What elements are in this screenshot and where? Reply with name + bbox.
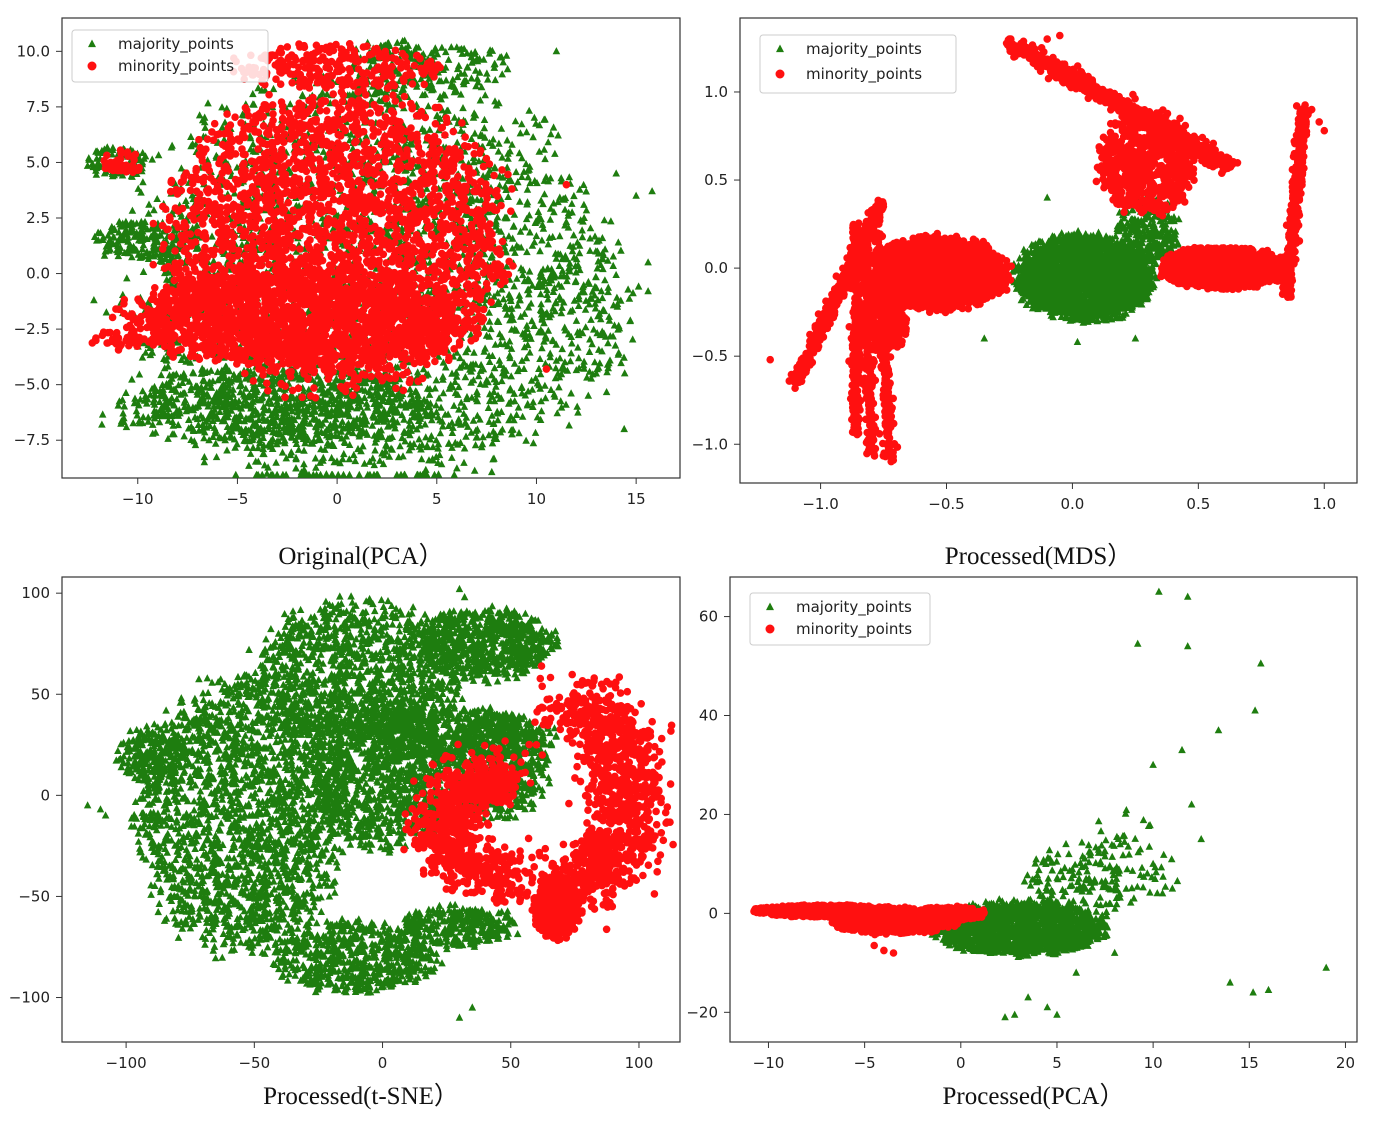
y-tick-label: 0 <box>40 786 50 804</box>
legend-label: majority_points <box>796 598 912 617</box>
x-tick-label: −5 <box>854 1054 876 1072</box>
x-tick-label: 5 <box>1052 1054 1062 1072</box>
y-tick-label: 1.0 <box>704 83 728 101</box>
scatter-points <box>750 587 1330 1021</box>
x-tick-label: −0.5 <box>928 495 964 513</box>
legend-label: majority_points <box>118 35 234 54</box>
minority-points-series <box>766 31 1329 466</box>
legend: majority_points minority_points <box>759 34 957 94</box>
minority-points-series <box>750 901 988 957</box>
x-tick-label: −1.0 <box>802 495 838 513</box>
majority-points-series <box>928 587 1330 1021</box>
y-tick-label: 50 <box>31 685 50 703</box>
y-tick-label: −5.0 <box>14 376 50 394</box>
minority-points-series <box>88 40 571 402</box>
legend-box <box>71 29 269 83</box>
x-tick-label: −100 <box>106 1054 147 1072</box>
scatter-points <box>83 584 677 1021</box>
majority-points-series <box>980 192 1183 345</box>
y-tick-label: 40 <box>699 707 718 725</box>
x-tick-label: −5 <box>226 490 248 508</box>
x-tick-label: 20 <box>1336 1054 1355 1072</box>
circle-marker-icon <box>765 624 775 634</box>
x-tick-label: 5 <box>432 490 442 508</box>
circle-marker-icon <box>775 69 785 79</box>
panel-processed-tsne: −100 −50 0 50 100 −100 −50 0 50 100 Processed(t-S… <box>9 576 681 1110</box>
panel-title: Processed(MDS） <box>945 542 1133 570</box>
legend-label: minority_points <box>118 57 234 76</box>
x-tick-label: 0.5 <box>1186 495 1210 513</box>
legend-box <box>759 34 957 94</box>
panel-original-pca: −10 −5 0 5 10 15−7.5−5.0−2.50.02.55.07.510.0 … <box>14 17 681 570</box>
plot-frame <box>729 576 1358 1043</box>
y-tick-label: 0.0 <box>26 265 50 283</box>
x-tick-label: −10 <box>753 1054 785 1072</box>
circle-marker-icon <box>87 61 97 71</box>
legend: majority_points minority_points <box>71 29 269 83</box>
legend-label: majority_points <box>806 40 922 59</box>
y-tick-label: 0.0 <box>704 259 728 277</box>
x-tick-label: −50 <box>238 1054 270 1072</box>
triangle-marker-icon <box>766 602 774 611</box>
y-tick-label: 0 <box>708 904 718 922</box>
x-tick-label: 15 <box>627 490 646 508</box>
minority-points-series <box>400 662 677 945</box>
y-tick-label: 20 <box>699 805 718 823</box>
y-tick-label: −50 <box>18 887 50 905</box>
y-tick-label: 100 <box>21 584 50 602</box>
scatter-points <box>83 36 656 478</box>
y-tick-label: 0.5 <box>704 171 728 189</box>
x-tick-label: 0 <box>378 1054 388 1072</box>
panel-processed-mds: −1.0 −0.5 0.0 0.5 1.0 −1.0 −0.5 0.0 0.5 1.0 major… <box>692 17 1358 570</box>
x-tick-label: 0 <box>332 490 342 508</box>
y-tick-label: −20 <box>686 1003 718 1021</box>
y-tick-label: 60 <box>699 608 718 626</box>
x-tick-label: 10 <box>527 490 546 508</box>
y-tick-label: −0.5 <box>692 347 728 365</box>
x-tick-label: 10 <box>1144 1054 1163 1072</box>
x-tick-label: 100 <box>625 1054 654 1072</box>
scatter-points <box>766 31 1329 466</box>
y-tick-label: −2.5 <box>14 320 50 338</box>
legend-label: minority_points <box>806 65 922 84</box>
legend-box <box>749 592 931 646</box>
y-tick-label: 10.0 <box>17 42 50 60</box>
majority-points-series <box>83 584 563 1021</box>
legend: majority_points minority_points <box>749 592 931 646</box>
axes: −10 −5 0 5 10 15 20 −20 0 20 40 60 <box>686 608 1355 1072</box>
triangle-marker-icon <box>776 44 784 53</box>
y-tick-label: 2.5 <box>26 209 50 227</box>
y-tick-label: −100 <box>9 989 50 1007</box>
panel-title: Processed(PCA） <box>943 1082 1125 1110</box>
y-tick-label: −7.5 <box>14 431 50 449</box>
x-tick-label: 50 <box>501 1054 520 1072</box>
triangle-marker-icon <box>88 39 96 48</box>
y-tick-label: −1.0 <box>692 435 728 453</box>
panel-title: Processed(t-SNE） <box>263 1082 459 1110</box>
panel-title: Original(PCA） <box>278 542 443 570</box>
axes: −10 −5 0 5 10 15 −7.5 −5.0 −2.5 0.0 2.5 5.0 7.5 10.0 <box>14 42 646 508</box>
y-tick-label: 7.5 <box>26 98 50 116</box>
x-tick-label: 15 <box>1240 1054 1259 1072</box>
x-tick-label: −10 <box>122 490 154 508</box>
x-tick-label: 1.0 <box>1312 495 1336 513</box>
axes: −1.0 −0.5 0.0 0.5 1.0 −1.0 −0.5 0.0 0.5 1.0 <box>692 83 1337 513</box>
y-tick-label: 5.0 <box>26 153 50 171</box>
x-tick-label: 0.0 <box>1060 495 1084 513</box>
axes: −100 −50 0 50 100 −100 −50 0 50 100 <box>9 584 653 1072</box>
legend-label: minority_points <box>796 620 912 639</box>
x-tick-label: 0 <box>956 1054 966 1072</box>
